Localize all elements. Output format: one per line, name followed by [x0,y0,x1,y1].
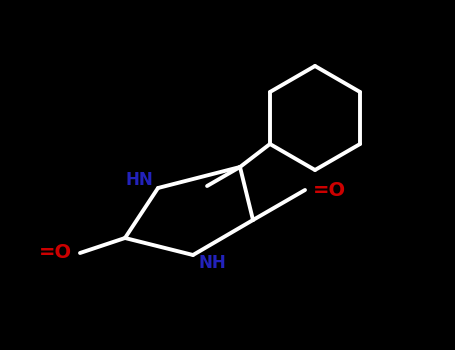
Text: HN: HN [125,171,153,189]
Text: NH: NH [198,254,226,272]
Text: =O: =O [39,244,72,262]
Text: =O: =O [313,181,346,199]
